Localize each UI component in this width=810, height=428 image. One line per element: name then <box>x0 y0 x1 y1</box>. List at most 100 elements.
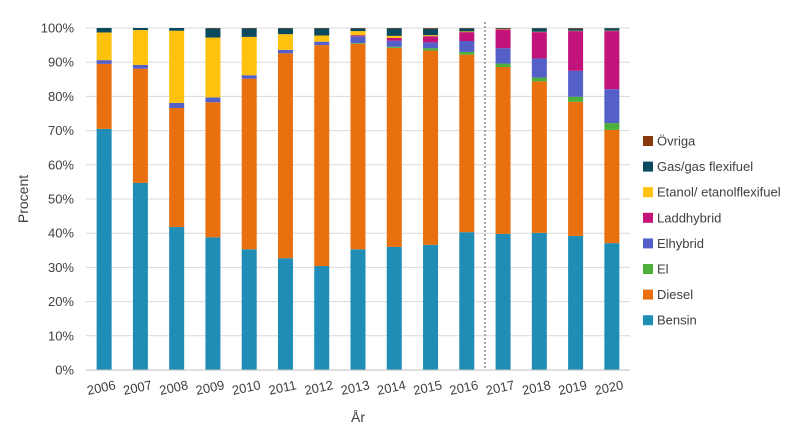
bar-stack-2016 <box>459 28 475 370</box>
bar-segment-elhybrid <box>386 40 402 47</box>
bar-segment-bensin <box>495 233 511 370</box>
bar-segment-diesel <box>314 45 330 267</box>
bar-segment-elhybrid <box>314 41 330 46</box>
bar-segment-diesel <box>205 102 221 238</box>
legend: Övriga Gas/gas flexifuel Etanol/ etanolfle… <box>643 134 781 328</box>
bar-segment-el <box>386 46 402 48</box>
bar-segment-etanol-etanolflexifuel <box>350 31 366 36</box>
x-tick-label: 2011 <box>267 377 297 397</box>
bar-stack-2019 <box>568 28 584 370</box>
bar-segment-el <box>531 77 547 82</box>
y-tick-label: 20% <box>48 294 74 309</box>
bar-segment-bensin <box>459 232 475 370</box>
bar-segment-diesel <box>459 54 475 233</box>
y-tick-label: 80% <box>48 89 74 104</box>
bar-segment-övriga <box>423 28 439 29</box>
bar-stack-2013 <box>350 28 366 370</box>
bar-segment-bensin <box>96 128 112 370</box>
bar-stack-2020 <box>604 28 620 370</box>
bar-segment-bensin <box>277 258 293 370</box>
bar-segment-elhybrid <box>96 60 112 64</box>
bar-stack-2014 <box>386 28 402 370</box>
x-tick-labels: 2006 2007 2008 2009 2010 2011 2012 2013 2014 2015… <box>85 377 624 398</box>
bars <box>96 28 620 370</box>
bar-segment-laddhybrid <box>568 31 584 71</box>
y-tick-label: 50% <box>48 192 74 207</box>
legend-swatch <box>643 264 653 274</box>
bar-segment-etanol-etanolflexifuel <box>241 36 257 76</box>
bar-segment-laddhybrid <box>604 31 620 90</box>
bar-segment-gas-gas-flexifuel <box>314 28 330 36</box>
bar-segment-el <box>423 48 439 51</box>
bar-segment-el <box>350 43 366 44</box>
x-tick-label: 2019 <box>557 377 588 398</box>
bar-stack-2007 <box>132 28 148 370</box>
legend-label: Övriga <box>657 134 696 149</box>
bar-stack-2011 <box>277 28 293 370</box>
bar-segment-bensin <box>350 249 366 370</box>
bar-segment-laddhybrid <box>386 37 402 41</box>
bar-segment-elhybrid <box>423 42 439 49</box>
bar-segment-bensin <box>169 227 185 370</box>
legend-item: Diesel <box>643 287 693 302</box>
legend-swatch <box>643 238 653 249</box>
y-axis-title: Procent <box>15 175 31 223</box>
bar-segment-gas-gas-flexifuel <box>169 28 185 31</box>
bar-segment-laddhybrid <box>423 36 439 43</box>
bar-segment-diesel <box>350 43 366 250</box>
x-tick-label: 2017 <box>484 377 515 398</box>
x-axis-title: År <box>351 409 365 425</box>
bar-segment-diesel <box>423 50 439 245</box>
bar-segment-övriga <box>568 28 584 29</box>
bar-segment-bensin <box>568 235 584 370</box>
legend-swatch <box>643 212 653 223</box>
legend-item: El <box>643 262 669 277</box>
bar-segment-elhybrid <box>459 40 475 52</box>
bar-segment-elhybrid <box>205 97 221 103</box>
bar-segment-bensin <box>423 244 439 370</box>
legend-swatch <box>643 289 653 300</box>
bar-segment-diesel <box>169 108 185 228</box>
bar-segment-laddhybrid <box>459 32 475 41</box>
bar-segment-elhybrid <box>604 89 620 124</box>
bar-segment-gas-gas-flexifuel <box>423 28 439 36</box>
legend-label: El <box>657 262 669 277</box>
bar-segment-etanol-etanolflexifuel <box>386 35 402 38</box>
bar-segment-gas-gas-flexifuel <box>205 28 221 38</box>
bar-segment-diesel <box>96 63 112 129</box>
legend-item: Laddhybrid <box>643 210 721 225</box>
bar-segment-elhybrid <box>350 36 366 44</box>
bar-segment-el <box>459 51 475 55</box>
bar-stack-2010 <box>241 28 257 370</box>
legend-swatch <box>643 136 653 146</box>
legend-label: Etanol/ etanolflexifuel <box>657 185 781 200</box>
bar-segment-diesel <box>531 81 547 233</box>
legend-swatch <box>643 315 653 326</box>
bar-segment-diesel <box>277 53 293 259</box>
bar-segment-gas-gas-flexifuel <box>350 28 366 32</box>
bar-stack-2009 <box>205 28 221 370</box>
x-tick-label: 2010 <box>231 377 262 398</box>
bar-segment-etanol-etanolflexifuel <box>169 30 185 103</box>
x-tick-label: 2006 <box>85 377 116 398</box>
y-tick-label: 0% <box>55 363 74 378</box>
bar-segment-laddhybrid <box>350 35 366 37</box>
legend-swatch <box>643 161 653 172</box>
bar-segment-el <box>495 63 511 67</box>
bar-segment-bensin <box>604 243 620 370</box>
bar-segment-diesel <box>495 66 511 234</box>
bar-segment-etanol-etanolflexifuel <box>314 35 330 42</box>
legend-label: Laddhybrid <box>657 210 721 225</box>
bar-segment-elhybrid <box>277 49 293 54</box>
bar-stack-2006 <box>96 28 112 370</box>
bar-segment-gas-gas-flexifuel <box>277 28 293 35</box>
bar-segment-el <box>568 96 584 102</box>
bar-segment-elhybrid <box>568 70 584 97</box>
y-tick-label: 70% <box>48 123 74 138</box>
bar-segment-gas-gas-flexifuel <box>386 28 402 36</box>
bar-segment-gas-gas-flexifuel <box>495 28 511 30</box>
bar-stack-2018 <box>531 28 547 370</box>
bar-segment-laddhybrid <box>531 32 547 59</box>
